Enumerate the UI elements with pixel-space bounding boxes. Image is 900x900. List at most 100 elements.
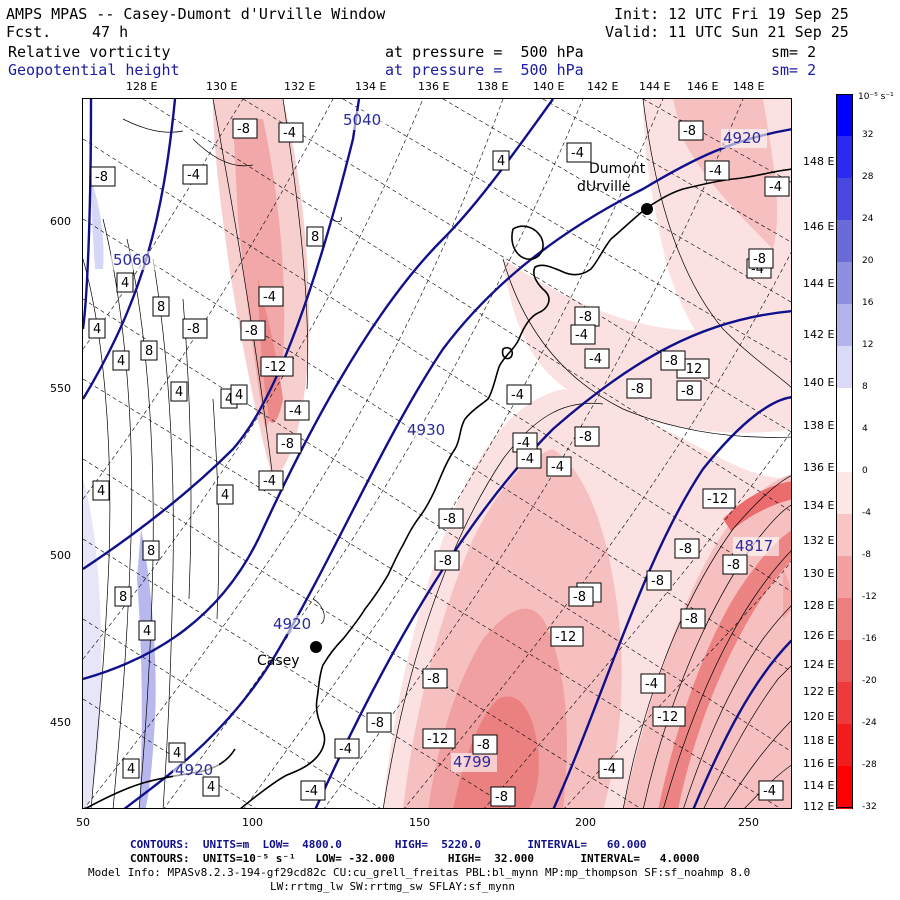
right-longitude-tick: 146 E	[803, 220, 835, 233]
vorticity-label: 8	[157, 300, 165, 315]
vorticity-label: -8	[631, 382, 644, 397]
station-markers	[310, 203, 653, 653]
colorbar-label: -16	[862, 634, 877, 644]
vorticity-label: -8	[651, 574, 664, 589]
colorbar-label: -12	[862, 592, 877, 602]
vorticity-label-box	[438, 508, 464, 529]
vorticity-label-box	[202, 776, 220, 797]
right-longitude-tick: 118 E	[803, 734, 835, 747]
right-longitude-tick: 122 E	[803, 685, 835, 698]
vorticity-contours	[83, 99, 791, 808]
vorticity-label: 4	[127, 762, 135, 777]
vorticity-label-box	[258, 286, 284, 307]
top-longitude-tick: 146 E	[687, 80, 719, 93]
place-labels: Casey Dumont dUrville	[257, 161, 646, 669]
height-label-backdrop	[733, 537, 779, 556]
vorticity-label-box	[678, 120, 704, 141]
vorticity-label-box	[598, 758, 624, 779]
colorbar-label: -20	[862, 676, 877, 686]
vorticity-shading	[83, 99, 791, 808]
vorticity-label-box	[506, 384, 532, 405]
vorticity-label: 4	[121, 276, 129, 291]
vorticity-label: -8	[95, 170, 108, 185]
vorticity-label-box	[182, 164, 208, 185]
vorticity-label-box	[278, 122, 304, 143]
vorticity-label: 8	[119, 590, 127, 605]
vorticity-label-box	[182, 318, 208, 339]
vorticity-label-box	[92, 480, 110, 501]
top-longitude-tick: 130 E	[206, 80, 238, 93]
vorticity-label: 4	[221, 488, 229, 503]
valid-time: Valid: 11 UTC Sun 21 Sep 25	[605, 23, 849, 41]
vorticity-label-box	[492, 150, 510, 171]
left-grid-tick: 600	[50, 215, 71, 228]
vorticity-label: 8	[311, 230, 319, 245]
top-longitude-tick: 142 E	[587, 80, 619, 93]
vorticity-label-box	[434, 550, 460, 571]
vorticity-label: -8	[443, 512, 456, 527]
colorbar-label: -8	[862, 550, 871, 560]
vorticity-label: -8	[439, 554, 452, 569]
vorticity-label: 4	[175, 385, 183, 400]
vorticity-label: -12	[427, 732, 448, 747]
vorticity-label: 4	[143, 624, 151, 639]
vorticity-label: -4	[263, 474, 276, 489]
forecast-label: Fcst.	[6, 23, 52, 41]
right-longitude-tick: 112 E	[803, 800, 835, 813]
height-label: 4817	[735, 537, 773, 555]
vorticity-label-box	[140, 340, 158, 361]
vorticity-label-box	[422, 668, 448, 689]
vorticity-label: -4	[511, 388, 524, 403]
field2-level: at pressure = 500 hPa	[385, 61, 584, 79]
vorticity-label-box	[366, 712, 392, 733]
vorticity-label-box	[584, 348, 610, 369]
height-label: 4920	[273, 615, 311, 633]
vorticity-label: -8	[573, 590, 586, 605]
vorticity-label: 4	[235, 388, 243, 403]
right-longitude-tick: 124 E	[803, 658, 835, 671]
vorticity-label: -12	[707, 492, 728, 507]
colorbar-label: 8	[862, 382, 868, 392]
vorticity-label-box	[702, 488, 736, 509]
vorticity-label-box	[258, 470, 284, 491]
vorticity-label: -4	[645, 677, 658, 692]
left-grid-tick: 450	[50, 716, 71, 729]
vorticity-label-box	[116, 272, 134, 293]
plot-title: AMPS MPAS -- Casey-Dumont d'Urville Wind…	[6, 5, 386, 23]
top-longitude-tick: 134 E	[355, 80, 387, 93]
vorticity-label-box	[168, 742, 186, 763]
vorticity-label-box	[748, 248, 774, 269]
height-label-backdrop	[451, 753, 497, 772]
vorticity-label-box	[216, 484, 234, 505]
height-label-backdrop	[341, 111, 387, 130]
vorticity-label: -8	[237, 122, 250, 137]
bottom-grid-tick: 100	[242, 816, 263, 829]
colorbar-label: 16	[862, 298, 874, 308]
right-longitude-tick: 126 E	[803, 629, 835, 642]
colorbar-label: 28	[862, 172, 874, 182]
vorticity-label-box	[722, 554, 748, 575]
field1-name: Relative vorticity	[8, 43, 171, 61]
vorticity-label: 4	[93, 322, 101, 337]
vorticity-label: 8	[147, 544, 155, 559]
height-label-backdrop	[271, 615, 317, 634]
vorticity-label: -8	[579, 310, 592, 325]
left-grid-tick: 550	[50, 382, 71, 395]
right-longitude-tick: 134 E	[803, 499, 835, 512]
vorticity-label: -12	[555, 630, 576, 645]
vorticity-label: -8	[245, 324, 258, 339]
vorticity-label-box	[472, 734, 498, 755]
vorticity-label: -12	[657, 710, 678, 725]
vorticity-label: -4	[709, 164, 722, 179]
vorticity-label-box	[680, 608, 706, 629]
vorticity-label: -8	[683, 124, 696, 139]
colorbar-units: 10⁻⁵ s⁻¹	[858, 92, 894, 102]
vorticity-label-box	[88, 318, 106, 339]
top-longitude-tick: 128 E	[126, 80, 158, 93]
vorticity-label-box	[142, 540, 160, 561]
place-label: Dumont	[589, 161, 646, 177]
top-longitude-tick: 138 E	[477, 80, 509, 93]
vorticity-label-box	[640, 673, 666, 694]
vorticity-label-box	[566, 142, 592, 163]
